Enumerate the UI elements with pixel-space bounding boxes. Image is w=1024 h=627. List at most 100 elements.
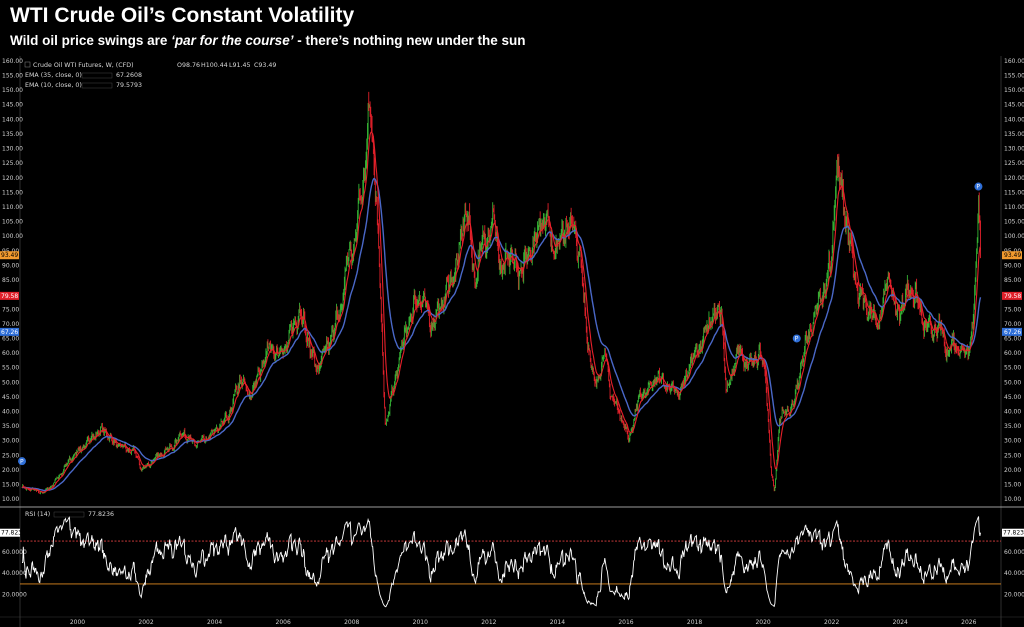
price-tick-left: 105.00: [2, 219, 23, 226]
year-tick: 2010: [413, 619, 428, 626]
rsi-axis: 20.0000 20.0000 40.0000 40.0000 60.0000 60.00…: [2, 549, 1024, 599]
legend-ema10-value: 79.5793: [116, 82, 142, 89]
price-tags: 93.49 79.58 67.26 93.49 79.58 67.26 77.8…: [0, 251, 1024, 537]
year-tick: 2014: [550, 619, 565, 626]
price-tick-left: 25.00: [2, 452, 19, 459]
rsi-line: [22, 516, 981, 608]
legend-series-name[interactable]: Crude Oil WTI Futures, W, (CFD): [33, 62, 134, 69]
time-axis: 2000 2002 2004 2006 2008 2010 2012 2014 2016 2018…: [70, 619, 977, 626]
ema35-settings-icon[interactable]: [81, 72, 113, 79]
price-tick-right: 105.00: [1004, 219, 1024, 226]
price-tick-right: 25.00: [1004, 452, 1021, 459]
rsi-tick-right: 40.0000: [1004, 570, 1024, 577]
legend-ema10-label[interactable]: EMA (10, close, 0): [25, 82, 82, 89]
legend-rsi-label[interactable]: RSI (14): [25, 511, 50, 518]
plot-background: [0, 56, 1024, 627]
ema10-tag-left: [0, 291, 19, 300]
ema10-tag-right: [1002, 291, 1022, 300]
price-tick-left: 75.00: [2, 306, 19, 313]
price-tick-left: 135.00: [2, 131, 23, 138]
price-tick-right: 155.00: [1004, 73, 1024, 80]
rsi-tick-left: 60.0000: [2, 549, 27, 556]
rsi-tick-left: 20.0000: [2, 592, 27, 599]
price-tick-right: 110.00: [1004, 204, 1024, 211]
price-tick-left: 90.00: [2, 262, 19, 269]
price-tick-left: 50.00: [2, 379, 19, 386]
price-tick-left: 40.00: [2, 409, 19, 416]
rsi-settings-icon[interactable]: [53, 511, 85, 518]
year-tick: 2008: [344, 619, 359, 626]
price-tick-left: 35.00: [2, 423, 19, 430]
price-tick-left: 85.00: [2, 277, 19, 284]
year-tick: 2024: [893, 619, 908, 626]
price-tick-right: 120.00: [1004, 175, 1024, 182]
price-tick-left: 110.00: [2, 204, 23, 211]
price-tick-right: 150.00: [1004, 87, 1024, 94]
price-tick-right: 30.00: [1004, 438, 1021, 445]
last-price-tag-left-text: 93.49: [1, 252, 18, 259]
year-tick: 2006: [276, 619, 291, 626]
legend-rsi-value: 77.8236: [88, 511, 114, 518]
legend-ema35-value: 67.2608: [116, 72, 142, 79]
price-tick-left: 130.00: [2, 146, 23, 153]
rsi-tag-left: [0, 528, 20, 537]
price-tick-right: 135.00: [1004, 131, 1024, 138]
ema10-tag-right-text: 79.58: [1004, 293, 1021, 300]
ema10-line: [21, 130, 981, 493]
last-price-tag-right-text: 93.49: [1004, 252, 1021, 259]
price-tick-left: 45.00: [2, 394, 19, 401]
price-tick-right: 100.00: [1004, 233, 1024, 240]
year-tick: 2000: [70, 619, 85, 626]
price-tick-right: 15.00: [1004, 482, 1021, 489]
last-price-tag-left: [0, 251, 19, 260]
price-tick-left: 120.00: [2, 175, 23, 182]
signal-markers: P P P: [18, 182, 983, 466]
price-tick-right: 20.00: [1004, 467, 1021, 474]
price-tick-right: 85.00: [1004, 277, 1021, 284]
subtitle-emphasis: ‘par for the course’: [171, 33, 294, 48]
price-tick-left: 140.00: [2, 116, 23, 123]
ema35-tag-right: [1002, 327, 1022, 336]
price-tick-left: 15.00: [2, 482, 19, 489]
ema35-line: [21, 177, 982, 492]
price-tick-right: 50.00: [1004, 379, 1021, 386]
series-toggle-icon[interactable]: [24, 61, 31, 68]
price-tick-left: 115.00: [2, 189, 23, 196]
rsi-tag-right: [1002, 528, 1024, 537]
year-tick: 2012: [481, 619, 496, 626]
price-tick-right: 130.00: [1004, 146, 1024, 153]
price-tick-left: 150.00: [2, 87, 23, 94]
signal-marker-icon: [18, 457, 26, 466]
signal-marker-label: P: [20, 458, 24, 465]
price-tick-right: 45.00: [1004, 394, 1021, 401]
price-axis: 10.00 10.00 15.00 15.00 20.00 20.00 25.00 25.00…: [2, 58, 1024, 503]
ema35-tag-left: [0, 327, 19, 336]
price-tick-right: 60.00: [1004, 350, 1021, 357]
rsi-tag-right-text: 77.8236: [1003, 530, 1024, 537]
price-tick-left: 145.00: [2, 102, 23, 109]
price-tick-right: 55.00: [1004, 365, 1021, 372]
rsi-tick-left: 40.0000: [2, 570, 27, 577]
price-tick-right: 65.00: [1004, 335, 1021, 342]
ema35-tag-right-text: 67.26: [1004, 329, 1021, 336]
price-tick-left: 155.00: [2, 73, 23, 80]
chart-subtitle: Wild oil price swings are ‘par for the c…: [10, 33, 526, 48]
price-tick-left: 30.00: [2, 438, 19, 445]
year-tick: 2018: [687, 619, 702, 626]
signal-marker-label: P: [976, 184, 980, 191]
price-tick-right: 125.00: [1004, 160, 1024, 167]
ema10-settings-icon[interactable]: [81, 82, 113, 89]
year-tick: 2022: [824, 619, 839, 626]
price-tick-right: 140.00: [1004, 116, 1024, 123]
legend-open: O98.76: [177, 62, 200, 69]
year-tick: 2016: [618, 619, 633, 626]
price-tick-left: 60.00: [2, 350, 19, 357]
legend-high: H100.44: [201, 62, 228, 69]
signal-marker-label: P: [795, 336, 799, 343]
chart-title: WTI Crude Oil’s Constant Volatility: [10, 4, 355, 27]
year-tick: 2020: [755, 619, 770, 626]
price-tick-left: 70.00: [2, 321, 19, 328]
price-tick-right: 70.00: [1004, 321, 1021, 328]
legend-ema35-label[interactable]: EMA (35, close, 0): [25, 72, 82, 79]
price-tick-left: 160.00: [2, 58, 23, 65]
